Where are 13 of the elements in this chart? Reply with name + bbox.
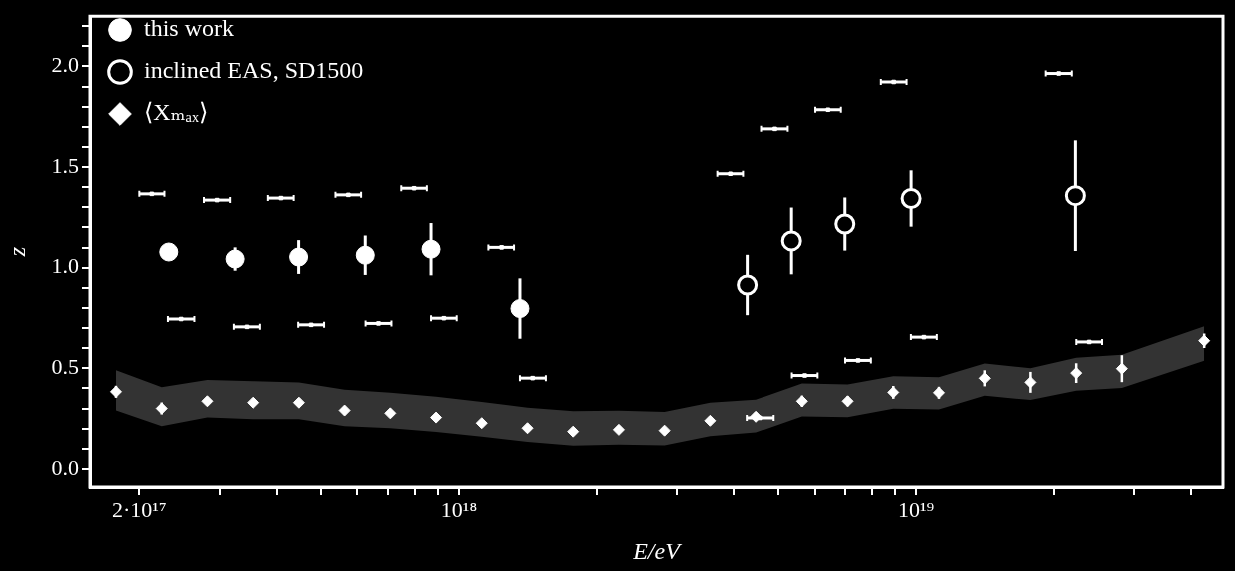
x-tick-label: 10¹⁹: [898, 496, 935, 522]
y-axis-title: z: [3, 246, 30, 258]
legend-label: this work: [144, 15, 234, 42]
legend-label: inclined EAS, SD1500: [144, 57, 364, 84]
x-tick-label: 10¹⁸: [440, 496, 478, 522]
y-tick-label: 0.0: [51, 454, 79, 480]
x-axis-title: E/eV: [632, 537, 683, 564]
y-tick-label: 1.5: [51, 152, 79, 178]
y-tick-label: 0.5: [51, 354, 79, 380]
y-tick-label: 1.0: [51, 253, 79, 279]
legend-label: ⟨Xₘₐₓ⟩: [144, 99, 209, 126]
y-tick-label: 2.0: [51, 52, 79, 78]
x-tick-label: 2·10¹⁷: [112, 496, 167, 522]
